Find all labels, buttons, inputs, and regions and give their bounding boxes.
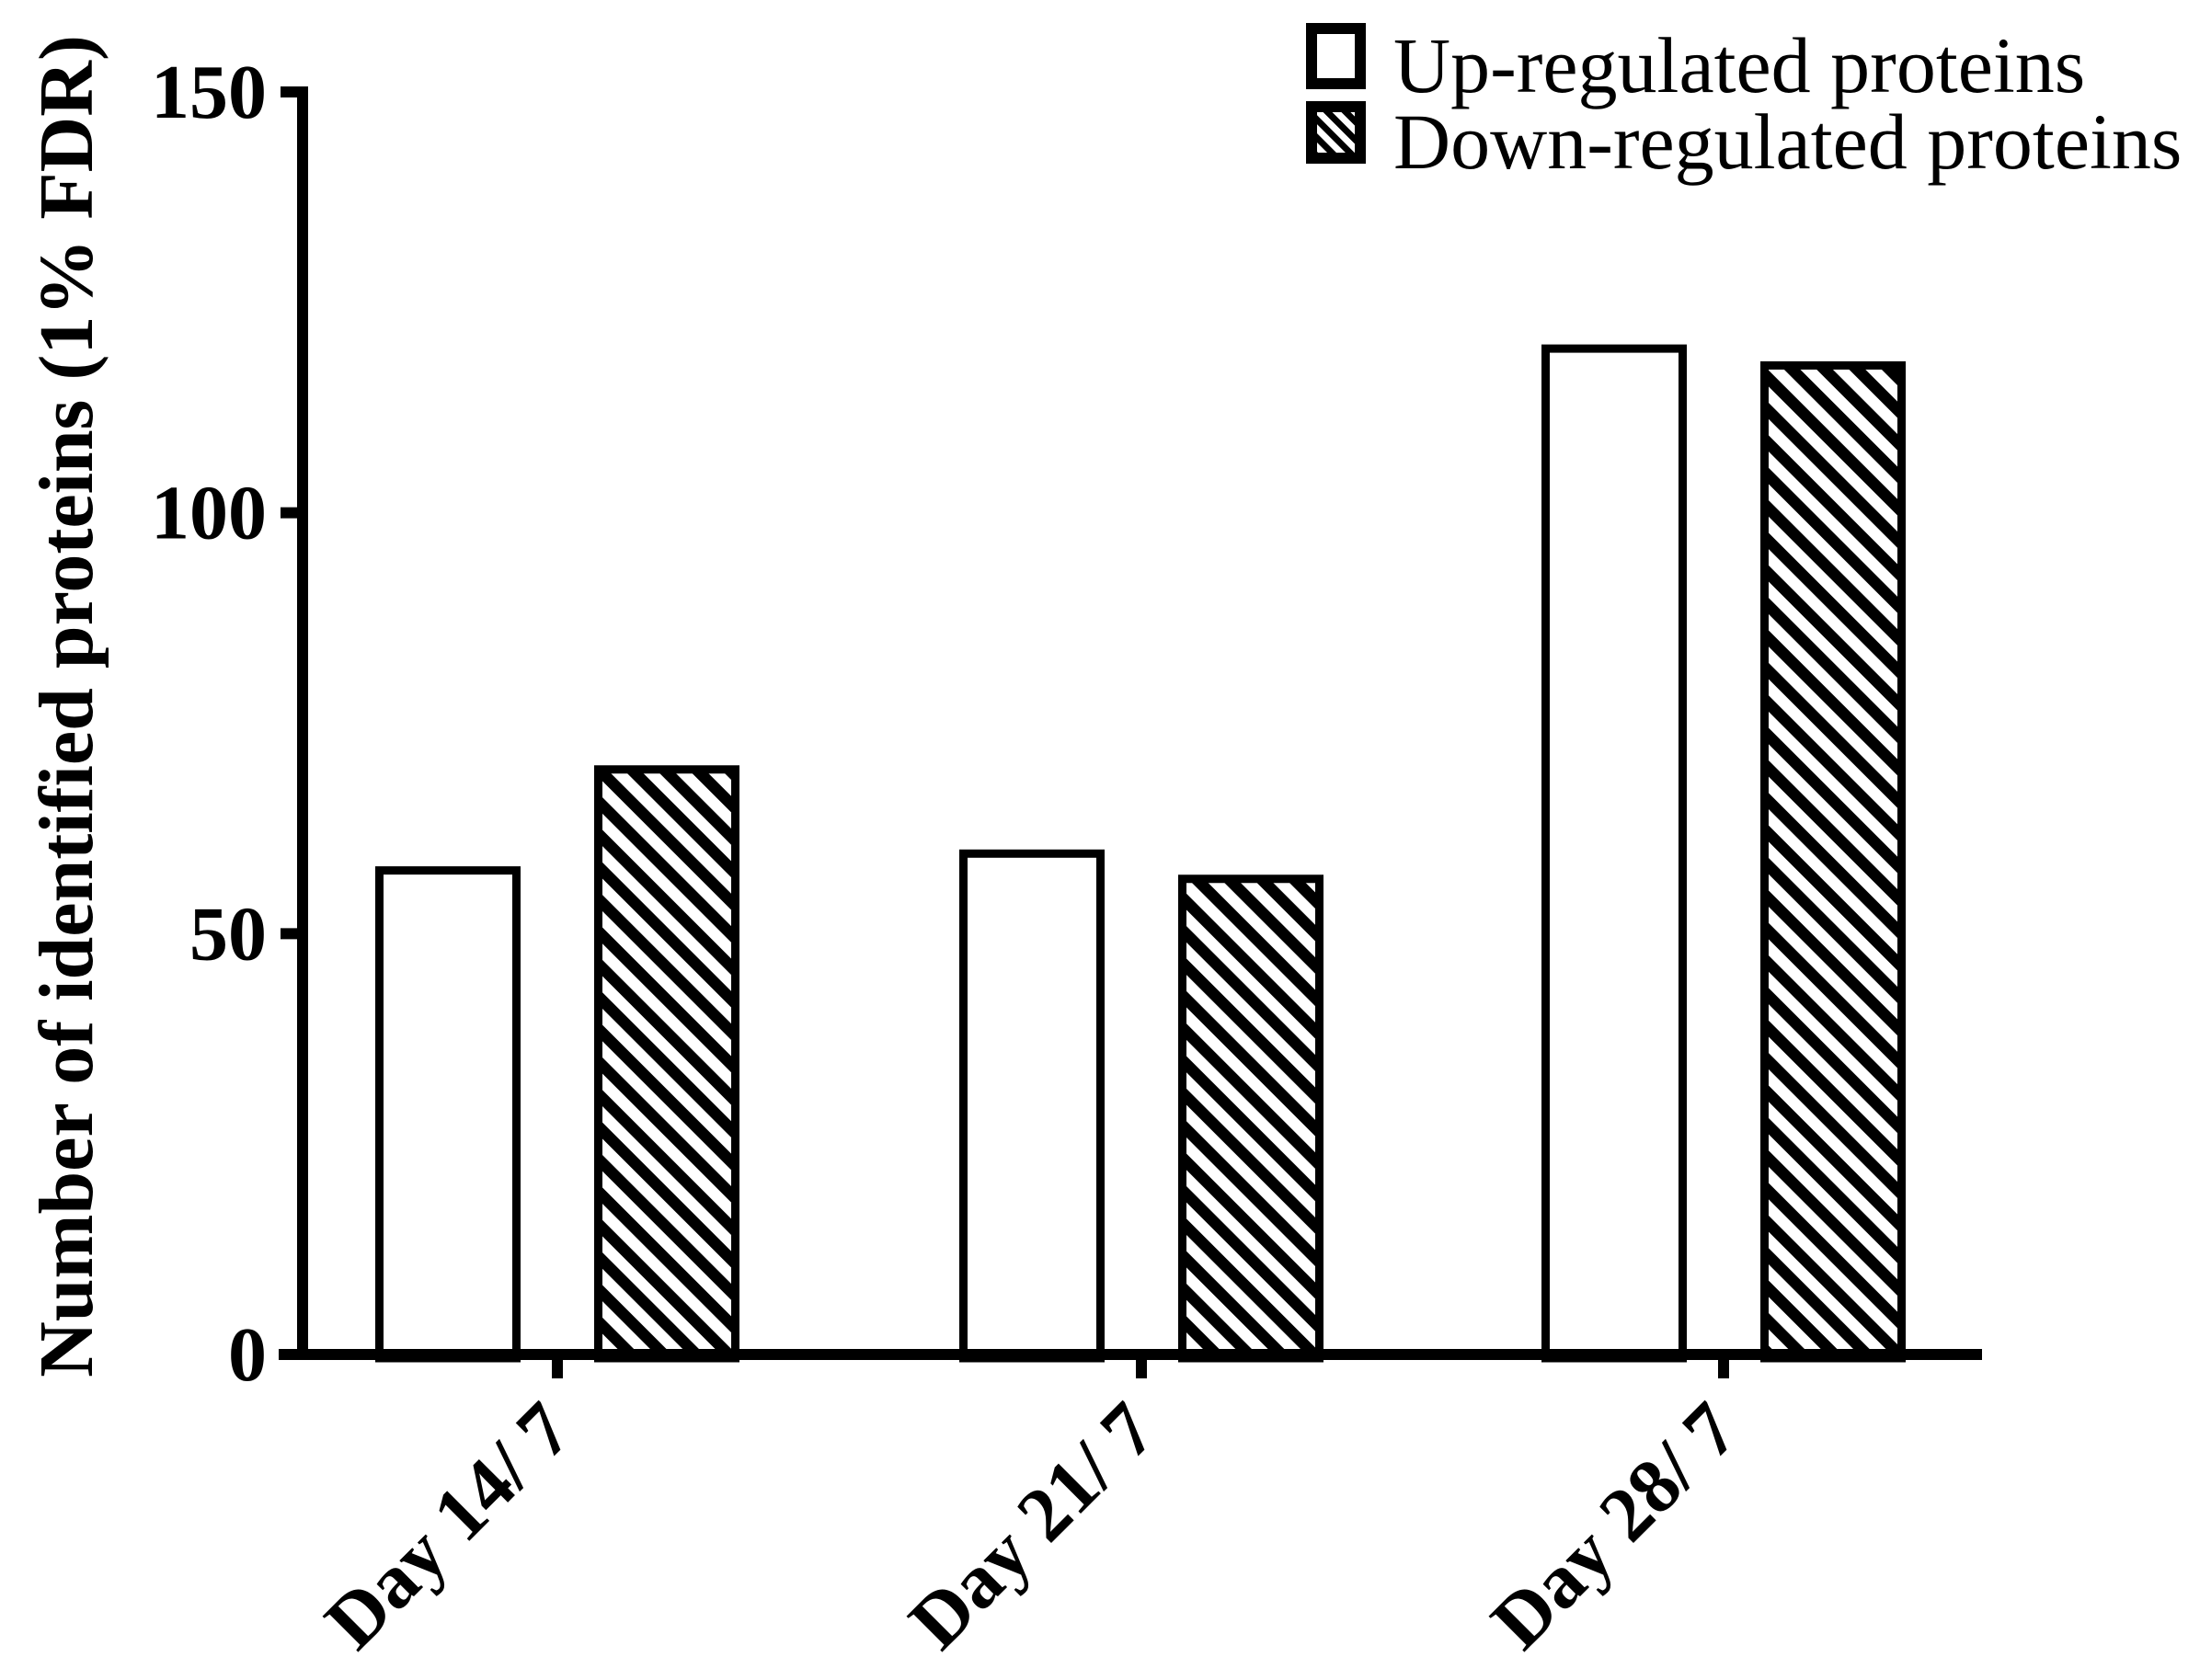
x-tick-label: Day 21/ 7 — [893, 1387, 1172, 1665]
bars-group — [375, 344, 1906, 1363]
y-axis-title: Number of identified proteins (1% FDR) — [24, 35, 109, 1377]
y-tick-label: 100 — [151, 471, 267, 556]
legend-swatch-up-icon — [1306, 23, 1366, 89]
legend-label-down: Down-regulated proteins — [1393, 97, 2182, 186]
y-tick-label: 150 — [151, 50, 267, 135]
legend: Up-regulated proteins Down-regulated pro… — [1306, 21, 2182, 186]
x-tick-label: Day 28/ 7 — [1475, 1387, 1754, 1665]
bar-up--21-7 — [959, 849, 1105, 1363]
bar-up--28-7 — [1541, 344, 1687, 1363]
bar-down--21-7 — [1178, 874, 1323, 1363]
x-ticks-group: Day 14/ 7 Day 21/ 7 Day 28/ 7 — [309, 1360, 1754, 1665]
y-tick-label: 50 — [189, 891, 267, 977]
legend-label-up: Up-regulated proteins — [1393, 21, 2085, 109]
x-tick-label: Day 14/ 7 — [309, 1387, 588, 1665]
bar-down--28-7 — [1760, 360, 1906, 1363]
bar-up--14-7 — [375, 866, 521, 1363]
bar-down--14-7 — [594, 765, 739, 1363]
legend-swatch-down-icon — [1306, 101, 1366, 164]
y-ticks-group: 0 50 100 150 — [151, 50, 303, 1398]
y-tick-label: 0 — [228, 1312, 267, 1398]
